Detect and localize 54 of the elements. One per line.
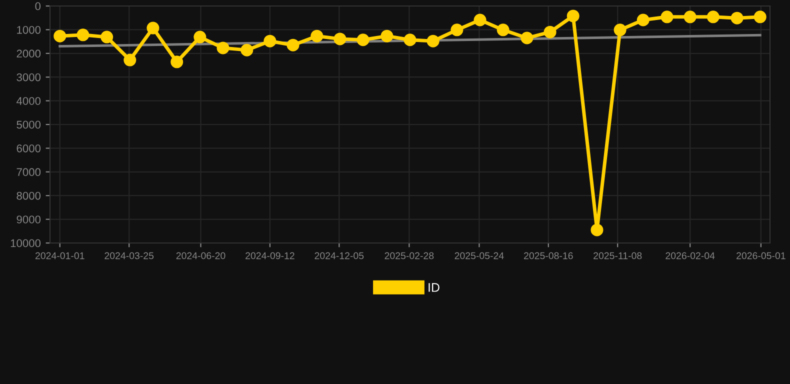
y-tick-label: 6000 <box>16 144 41 152</box>
point <box>684 10 696 24</box>
point <box>286 38 300 52</box>
x-tick-label: 2025-11-08 <box>594 252 642 260</box>
y-tick-label: 4000 <box>16 97 41 105</box>
point <box>614 24 626 36</box>
point <box>240 44 254 56</box>
point <box>754 10 766 24</box>
point <box>426 34 440 48</box>
y-tick-label: 8000 <box>16 192 41 200</box>
y-tick-label: 2000 <box>16 50 41 58</box>
point <box>264 34 276 48</box>
y-tick-label: 1000 <box>17 26 41 34</box>
point <box>100 30 114 44</box>
y-tick-label: 7000 <box>16 168 41 176</box>
point <box>566 10 580 22</box>
y-tick-label: 10000 <box>10 239 41 248</box>
point <box>590 224 604 236</box>
point <box>496 24 510 36</box>
point <box>54 30 66 42</box>
point <box>310 30 324 42</box>
point <box>356 34 370 46</box>
point <box>730 12 744 24</box>
x-tick-label: 2024-01-01 <box>36 252 84 260</box>
point <box>660 10 674 24</box>
x-tick-label: 2025-02-28 <box>384 252 434 260</box>
point <box>544 26 556 38</box>
x-tick-label: 2024-06-20 <box>176 252 226 260</box>
y-tick-label: 3000 <box>16 73 41 82</box>
point <box>170 56 184 68</box>
point <box>636 14 650 26</box>
x-tick-label: 2024-12-05 <box>314 252 364 260</box>
point <box>146 22 160 34</box>
x-tick-label: 2025-05-24 <box>454 252 504 260</box>
point <box>474 14 486 26</box>
x-tick-label: 2024-03-25 <box>104 252 154 260</box>
point <box>404 34 416 46</box>
x-tick-label: 2026-05-01 <box>736 252 786 260</box>
point <box>450 24 464 36</box>
x-tick-label: 2025-08-16 <box>524 252 573 260</box>
point <box>216 42 230 54</box>
point <box>124 54 136 66</box>
point <box>334 32 346 46</box>
x-tick-label: 2024-09-12 <box>246 252 294 260</box>
point <box>76 28 90 42</box>
legend-label: ID <box>428 283 440 292</box>
point <box>520 32 534 44</box>
x-tick-label: 2026-02-04 <box>666 252 715 260</box>
point <box>380 30 394 42</box>
y-tick-label: 5000 <box>16 120 41 129</box>
y-tick-label: 0 <box>35 2 41 10</box>
point <box>194 30 206 44</box>
y-tick-label: 9000 <box>16 216 41 224</box>
point <box>706 10 720 24</box>
